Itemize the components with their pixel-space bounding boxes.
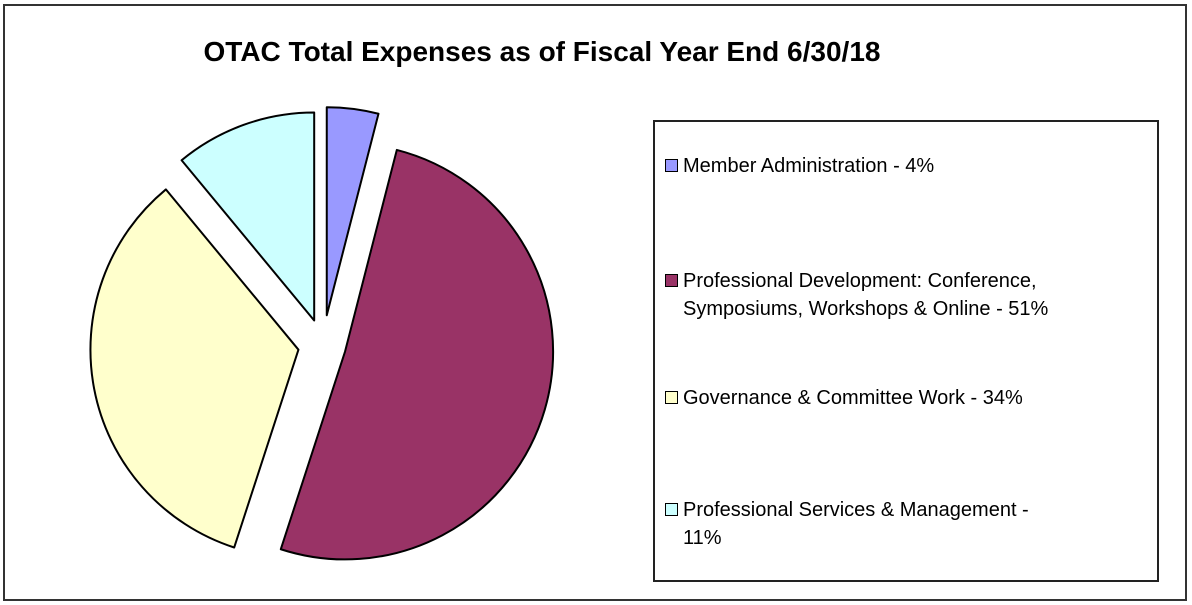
chart-title: OTAC Total Expenses as of Fiscal Year En… bbox=[203, 36, 881, 67]
legend-item-professional-development: Professional Development: Conference, Sy… bbox=[665, 267, 1145, 323]
legend-swatch bbox=[665, 159, 678, 172]
pie-slice-professional-development bbox=[279, 148, 555, 561]
legend-item-professional-services: Professional Services & Management - 11% bbox=[665, 496, 1145, 552]
pie-slice-governance bbox=[89, 188, 300, 549]
legend-swatch bbox=[665, 391, 678, 404]
chart-legend: Member Administration - 4% Professional … bbox=[653, 120, 1159, 582]
legend-label: Member Administration - 4% bbox=[683, 155, 935, 177]
legend-swatch bbox=[665, 503, 678, 516]
legend-swatch bbox=[665, 274, 678, 287]
pie-slice-member-administration bbox=[325, 106, 380, 317]
legend-label: Governance & Committee Work - 34% bbox=[683, 387, 1023, 409]
legend-label: Professional Services & Management - 11% bbox=[683, 499, 1029, 549]
legend-item-member-administration: Member Administration - 4% bbox=[665, 152, 1145, 180]
pie-slice-professional-services bbox=[180, 111, 316, 322]
legend-label: Professional Development: Conference, Sy… bbox=[683, 270, 1049, 320]
legend-item-governance: Governance & Committee Work - 34% bbox=[665, 384, 1145, 412]
